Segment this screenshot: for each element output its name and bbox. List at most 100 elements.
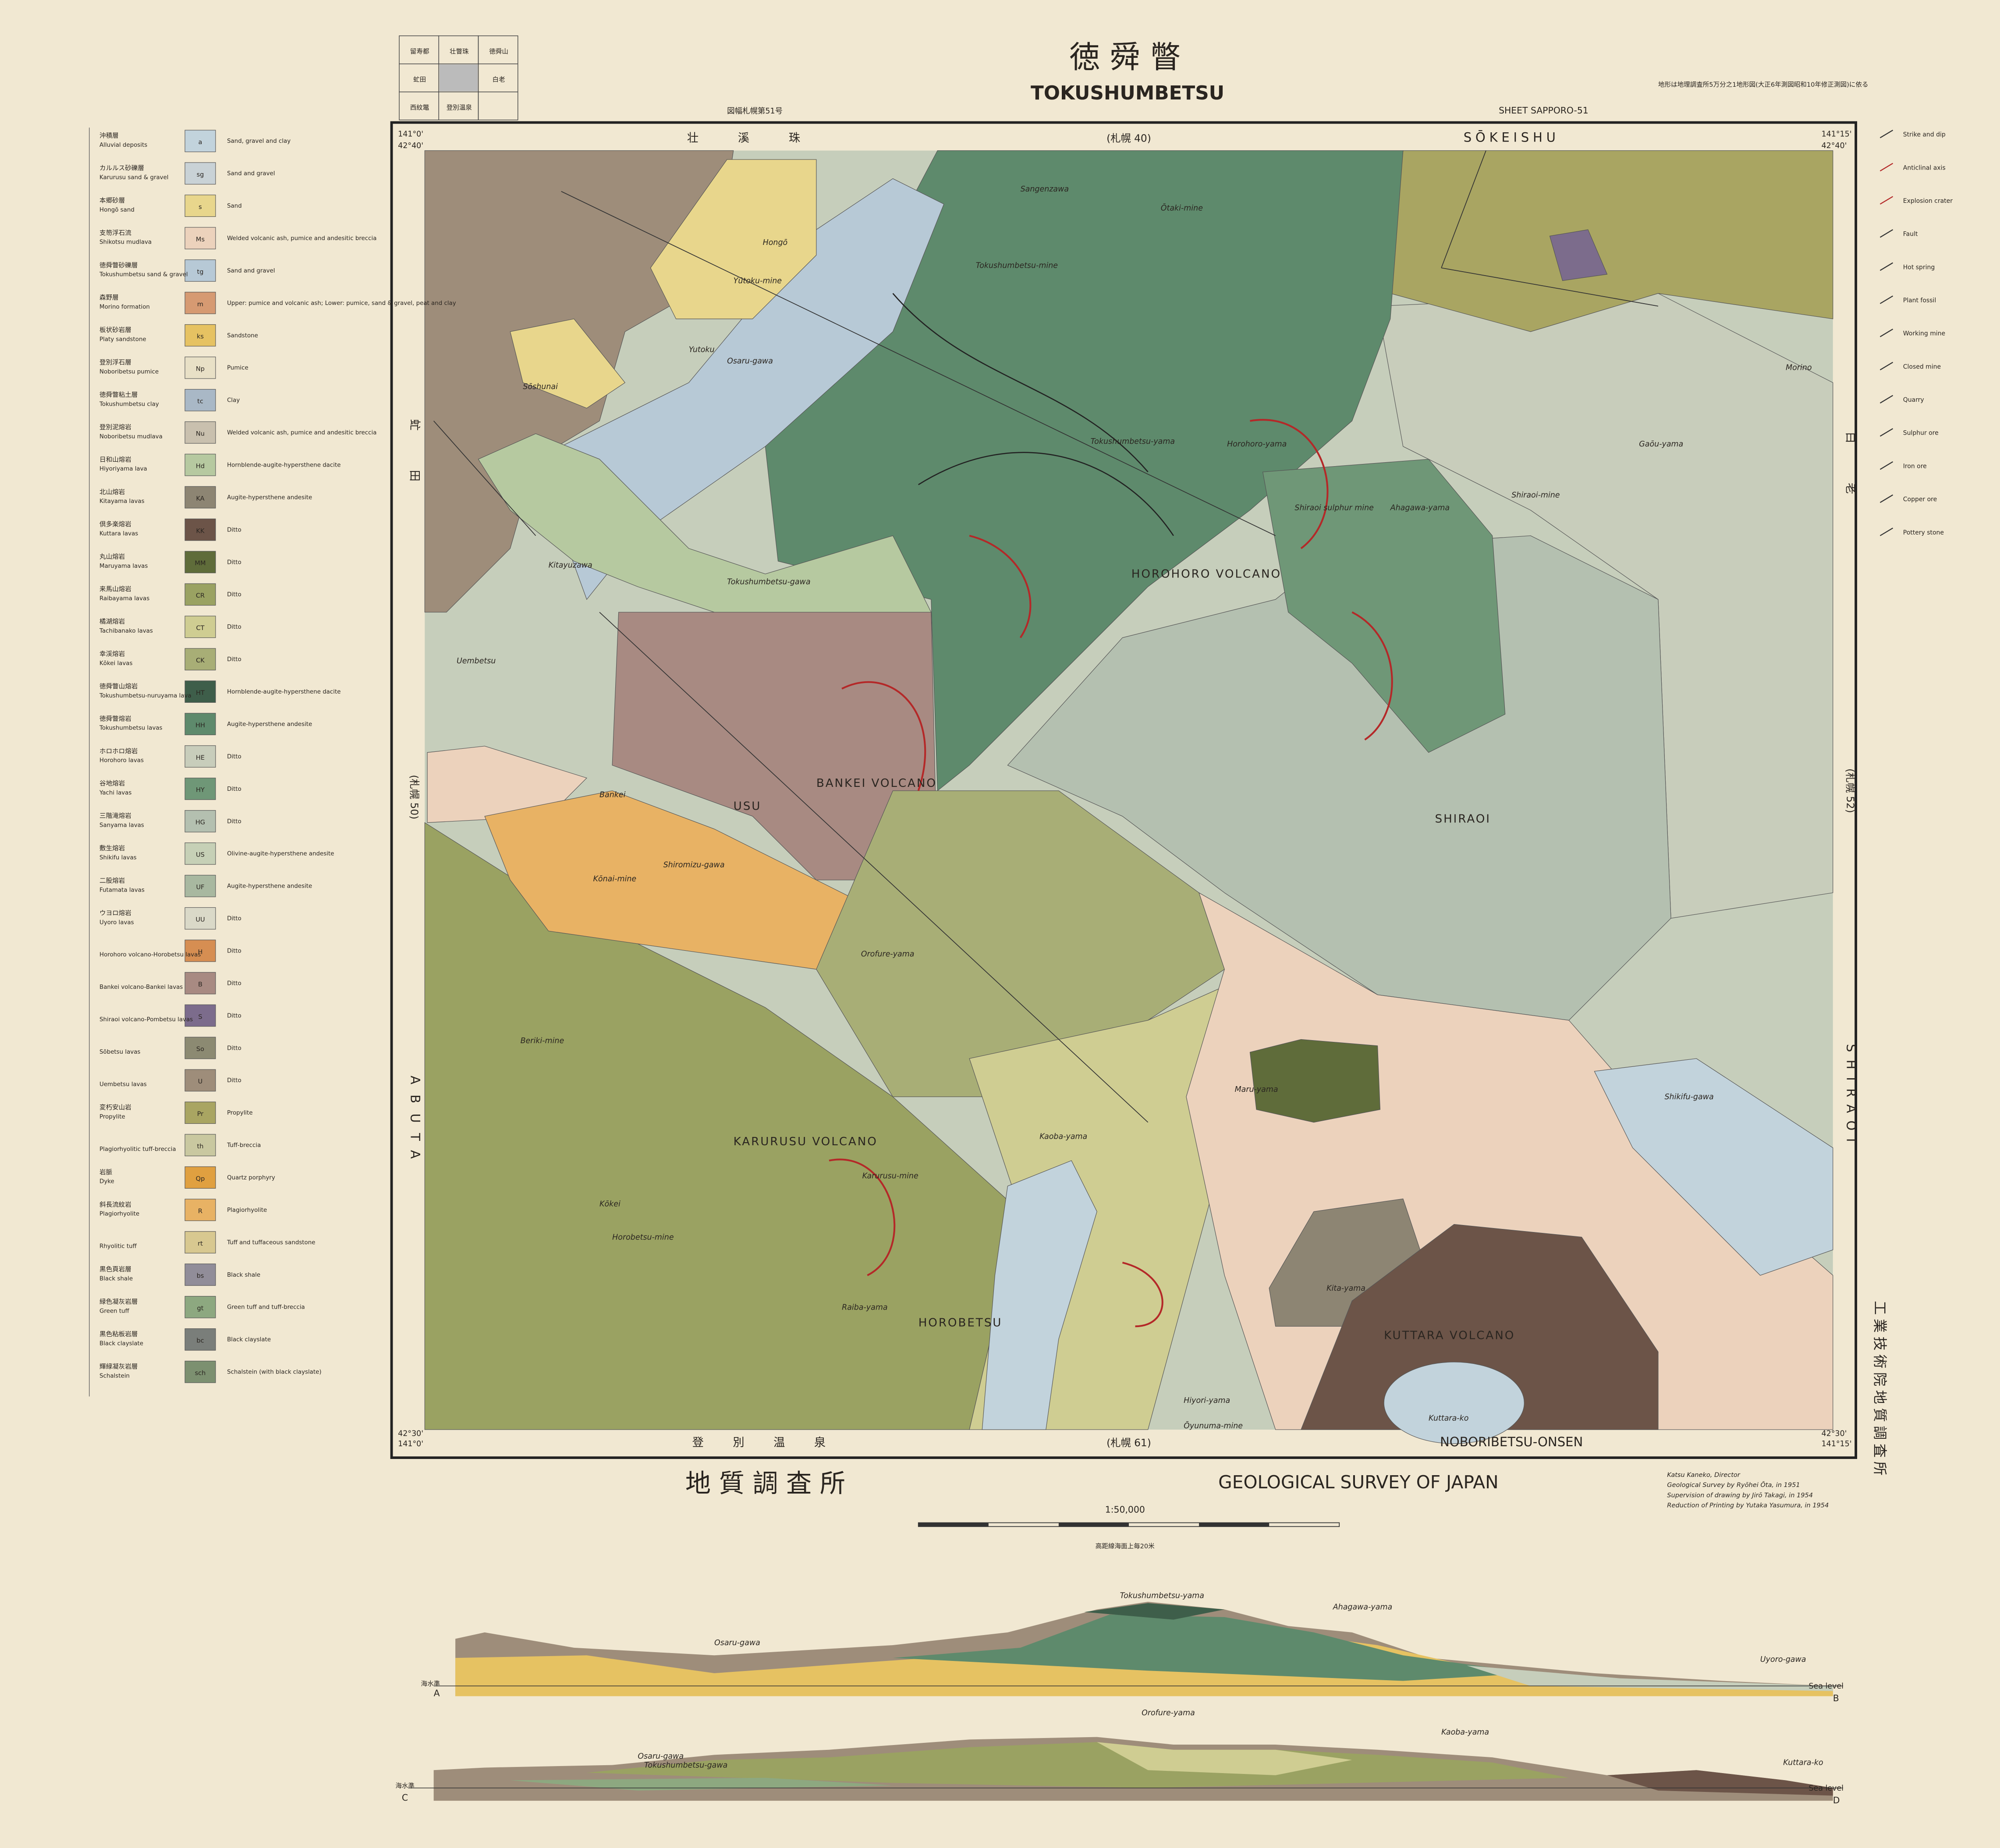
index-name: 虻田 [413,76,426,83]
title-ja: 徳 舜 瞥 [1069,39,1181,75]
index-name: 壮瞥珠 [450,48,469,55]
legend-name-ja: 来馬山熔岩 [99,586,131,593]
symbol-legend: Strike and dip Anticlinal axis Explosion c… [1879,130,1953,536]
legend-desc: Ditto [227,527,241,533]
place-label: Karurusu-mine [862,1172,918,1181]
legend-name-ja: 森野層 [99,294,119,301]
legend-name: Bankei volcano-Bankei lavas [99,984,183,991]
legend-name-ja: 敷生熔岩 [99,845,125,852]
legend-name: Kitayama lavas [99,498,145,505]
legend-desc: Augite-hypersthene andesite [227,721,312,728]
credit-line: Reduction of Printing by Yutaka Yasumura… [1667,1502,1829,1509]
label: ABUTA [408,1076,422,1169]
index-current [439,64,478,92]
legend-swatch [184,583,216,606]
label: SHIRAOI [1844,1044,1859,1150]
legend-name: Noboribetsu mudlava [99,433,163,440]
legend-code: a [199,138,202,146]
symbol-mark [1879,130,1894,138]
legend-name: Hongō sand [99,207,135,213]
legend-name: Futamata lavas [99,887,145,893]
place-label: Maru-yama [1235,1085,1278,1094]
legend-swatch [184,1037,216,1059]
label: NOBORIBETSU-ONSEN [1440,1434,1583,1449]
symbol-desc: Working mine [1903,330,1945,337]
legend-swatch [184,259,216,282]
legend: a 沖積層 Alluvial deposits Sand, gravel and cl… [89,127,456,1397]
index-name: 留寿都 [410,48,429,55]
legend-desc: Ditto [227,754,241,760]
place-label: Gaōu-yama [1639,440,1683,449]
place-label: Kita-yama [1326,1284,1365,1293]
legend-name: Uyoro lavas [99,919,134,926]
legend-name-ja: 斜長流紋岩 [99,1201,131,1208]
place-label: Shiraoi-mine [1511,491,1560,499]
legend-name-ja: 徳舜瞥粘土層 [99,391,138,399]
scale-bar-segment [1058,1522,1129,1527]
place-label: Sangenzawa [1021,185,1069,194]
label: D [1833,1795,1840,1806]
place-label: HOROHORO VOLCANO [1131,568,1281,581]
legend-name-ja: 輝緑凝灰岩層 [99,1363,138,1370]
legend-code: US [196,851,205,859]
legend-swatch [184,227,216,249]
legend-code: sch [195,1370,206,1377]
place-label: Ahagawa-yama [1390,503,1450,512]
legend-name: Schalstein [99,1373,130,1379]
legend-name: Plagiorhyolite [99,1211,139,1218]
legend-code: KA [196,495,204,502]
legend-name: Platy sandstone [99,336,146,343]
place-label: KARURUSU VOLCANO [734,1135,878,1148]
legend-code: Nu [196,430,205,437]
symbol-mark [1879,395,1894,404]
legend-swatch [184,648,216,671]
label: (札幌 52) [1844,768,1856,813]
legend-desc: Green tuff and tuff-breccia [227,1304,305,1311]
symbol-desc: Explosion crater [1903,198,1953,205]
title: TOKUSHUMBETSU [1031,82,1224,104]
place-label: Kaoba-yama [1039,1132,1087,1141]
legend-swatch [184,713,216,735]
section-line [433,150,1659,1123]
place-label: Morino [1786,363,1812,372]
place-label: Hiyori-yama [1184,1396,1230,1405]
legend-name: Dyke [99,1179,114,1185]
legend-code: KK [196,527,205,535]
legend-swatch [184,389,216,411]
symbol-desc: Fault [1903,231,1918,238]
legend-desc: Schalstein (with black clayslate) [227,1369,321,1376]
legend-code: CR [196,592,205,599]
label: 白 老 [1844,432,1857,512]
symbol-desc: Pottery stone [1903,529,1944,536]
legend-desc: Tuff-breccia [227,1142,261,1149]
legend-desc: Sandstone [227,333,258,339]
credit-line: Geological Survey by Ryōhei Ōta, in 1951 [1667,1481,1800,1489]
legend-desc: Ditto [227,916,241,922]
label: Ahagawa-yama [1333,1603,1392,1612]
legend-desc: Black clayslate [227,1337,271,1343]
legend-name: Raibayama lavas [99,595,149,602]
legend-desc: Augite-hypersthene andesite [227,883,312,890]
legend-name-ja: 倶多楽熔岩 [99,521,131,528]
place-label: Hongō [763,238,788,247]
legend-desc: Welded volcanic ash, pumice and andesiti… [227,430,376,436]
place-label: Tokushumbetsu-mine [976,261,1058,270]
legend-name-ja: 沖積層 [99,132,119,140]
legend-name: Tokushumbetsu clay [99,401,159,407]
legend-swatch [184,162,216,185]
legend-swatch [184,1231,216,1253]
legend-code: gt [197,1305,204,1312]
symbol-desc: Sulphur ore [1903,430,1939,437]
label: Kaoba-yama [1441,1728,1489,1737]
label: 141°0' [398,130,423,139]
geologic-unit [1262,459,1506,753]
legend-code: UU [195,916,205,923]
place-label: Kitayuzawa [549,561,592,570]
place-label: Shiromizu-gawa [663,860,725,869]
shape [586,1742,1569,1788]
index-name: 西紋鼈 [410,104,429,112]
geologic-unit [1594,1058,1833,1276]
symbol-desc: Copper ore [1903,496,1937,503]
legend-desc: Ditto [227,980,241,987]
legend-swatch [184,1101,216,1124]
